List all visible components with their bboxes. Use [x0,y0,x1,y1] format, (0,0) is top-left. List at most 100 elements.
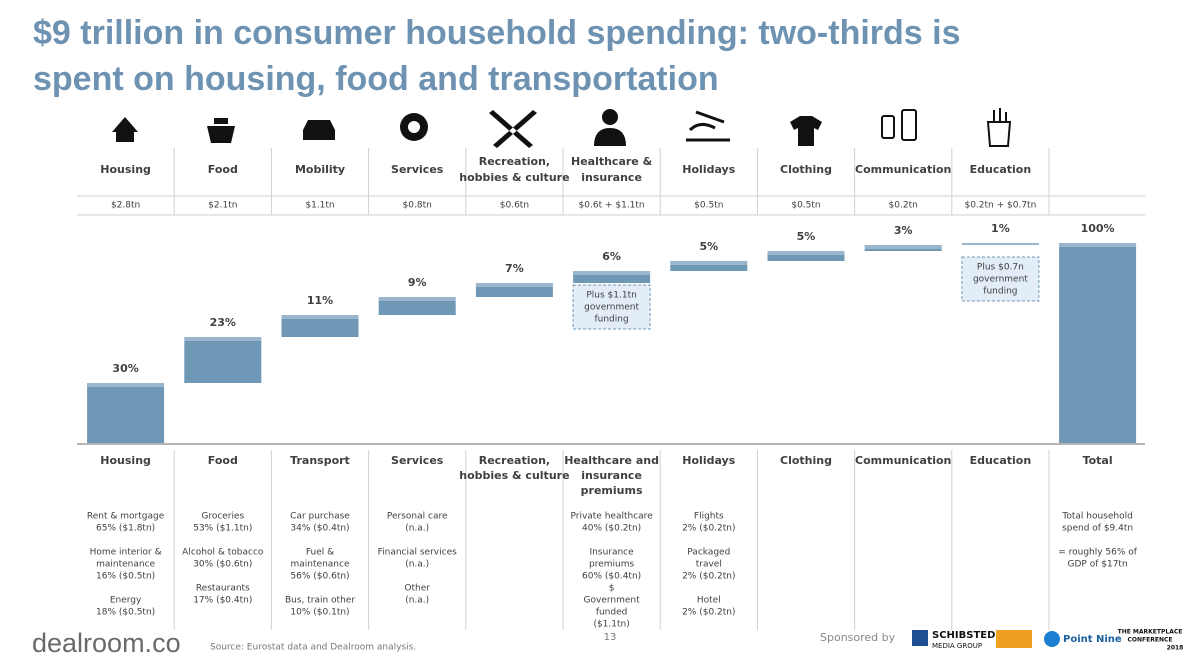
detail-text: spend of $9.4tn [1062,524,1133,534]
bar [864,245,942,251]
detail-text: Energy [110,596,142,606]
value-label: 1% [991,222,1010,235]
detail-text: Restaurants [196,584,250,594]
amount: $0.2tn + $0.7tn [964,201,1036,211]
value-label: 23% [210,316,236,329]
sponsor: MEDIA GROUP [932,642,982,650]
page-number: 13 [604,632,617,643]
detail-text: Other [404,584,430,594]
detail-text: 53% ($1.1tn) [193,524,252,534]
detail-text: Car purchase [290,512,350,522]
category-label: premiums [581,484,643,497]
detail-text: 2% ($0.2tn) [682,524,735,534]
detail-text: maintenance [291,560,350,570]
icons [112,108,1012,148]
source: Source: Eurostat data and Dealroom analy… [210,643,416,653]
detail-text: Groceries [201,512,244,522]
bar-highlight [961,243,1039,245]
detail-text: (n.a.) [405,596,429,606]
amount: $0.5tn [791,201,820,211]
bar-highlight [184,337,262,341]
category-label: hobbies & culture [459,469,569,482]
icon [594,128,626,146]
detail-text: 16% ($0.5tn) [96,572,155,582]
category-label: Services [391,454,444,467]
detail-text: Packaged [687,548,730,558]
bar-highlight [767,251,845,255]
header-label: Holidays [682,163,735,176]
icon [408,121,420,133]
value-label: 11% [307,294,333,307]
value-label: 7% [505,262,524,275]
detail-text: Financial services [378,548,458,558]
detail-text: 34% ($0.4tn) [290,524,349,534]
annotation-text: funding [594,315,628,325]
annotation-text: funding [983,287,1017,297]
header-label: Education [970,163,1032,176]
bar-highlight [573,271,651,275]
category-label: Total [1083,454,1113,467]
category-label: Holidays [682,454,735,467]
detail-text: 2% ($0.2tn) [682,608,735,618]
bar [670,261,748,271]
category-label: insurance [581,469,642,482]
icon [901,109,917,141]
detail-text: Flights [694,512,724,522]
amount: $0.2tn [889,201,918,211]
detail-text: premiums [589,560,634,570]
value-label: 3% [894,224,913,237]
sponsor: SCHIBSTED [932,630,995,641]
detail-text: 18% ($0.5tn) [96,608,155,618]
detail-text: Insurance [590,548,635,558]
category-label: Food [208,454,238,467]
sponsored-by: Sponsored by [820,631,896,644]
icon [986,108,1012,147]
category-label: Housing [100,454,151,467]
icon [790,116,822,146]
logo: dealroom.co [32,628,181,658]
header-label: Housing [100,163,151,176]
detail-text: 56% ($0.6tn) [290,572,349,582]
sponsor: Point Nine [1063,634,1122,645]
bar [475,283,553,297]
icon [207,118,235,143]
bar-highlight [670,261,748,265]
category-label: Clothing [780,454,832,467]
bar [1059,243,1137,443]
detail-text: Hotel [697,596,721,606]
detail-text: funded [596,608,628,618]
header-label: Communication [855,163,951,176]
category-label: Healthcare and [564,454,659,467]
annotation-text: Plus $1.1tn [586,291,636,301]
header-label: Healthcare & [571,155,653,168]
detail-text: GDP of $17tn [1068,560,1128,570]
header-label: Recreation, [479,155,550,168]
amount: $2.1tn [208,201,237,211]
title-line: $9 trillion in consumer household spendi… [33,14,961,52]
detail-text: 60% ($0.4tn) [582,572,641,582]
detail-text: Fuel & [306,548,334,558]
detail-text: Home interior & [90,548,162,558]
header-label: hobbies & culture [459,171,569,184]
amount: $0.6t + $1.1tn [579,201,645,211]
sponsor-mark [912,630,928,646]
value-label: 9% [408,276,427,289]
bar-highlight [864,245,942,249]
detail-text: Rent & mortgage [87,512,165,522]
bar [281,315,359,337]
amount: $0.8tn [403,201,432,211]
category-label: Education [970,454,1032,467]
detail-text: ($1.1tn) [593,620,629,630]
detail-text: 65% ($1.8tn) [96,524,155,534]
header-label: Mobility [295,163,345,176]
detail-text: Bus, train other [285,596,355,606]
icon [881,115,895,139]
detail-text: (n.a.) [405,560,429,570]
header-label: insurance [581,171,642,184]
amount: $2.8tn [111,201,140,211]
icon [112,117,138,142]
icon [489,110,537,148]
sponsor-mark [996,630,1032,648]
bar-highlight [281,315,359,319]
